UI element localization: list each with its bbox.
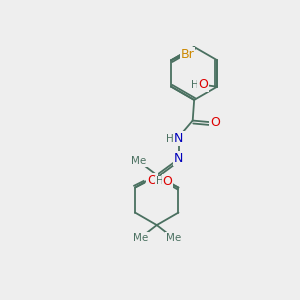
- Text: H: H: [156, 176, 164, 186]
- Text: O: O: [198, 78, 208, 91]
- Text: N: N: [174, 152, 184, 165]
- Text: Me: Me: [166, 233, 181, 243]
- Text: Me: Me: [133, 233, 148, 243]
- Text: O: O: [163, 175, 172, 188]
- Text: H: H: [166, 134, 174, 144]
- Text: O: O: [147, 174, 157, 187]
- Text: N: N: [174, 132, 184, 145]
- Text: Br: Br: [181, 48, 194, 62]
- Text: O: O: [210, 116, 220, 129]
- Text: H: H: [190, 80, 198, 90]
- Text: Me: Me: [131, 156, 147, 166]
